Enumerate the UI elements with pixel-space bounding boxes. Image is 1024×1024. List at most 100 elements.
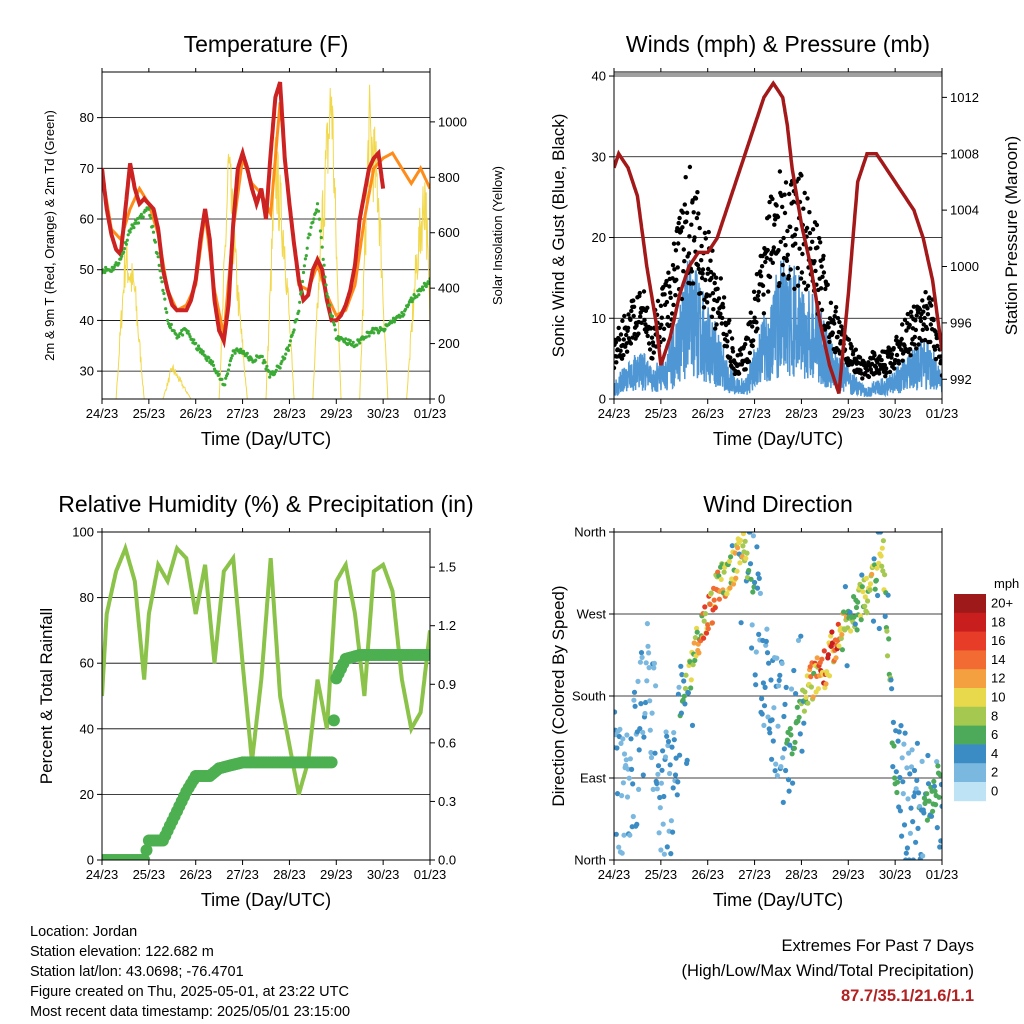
direction-point — [793, 691, 799, 697]
data-layer — [614, 73, 942, 398]
direction-point — [655, 771, 661, 777]
gust-point — [616, 325, 621, 331]
direction-point — [915, 825, 921, 832]
gust-point — [670, 263, 676, 268]
dewpoint-point — [233, 351, 237, 355]
gust-point — [638, 314, 643, 319]
legend-swatch — [954, 688, 986, 708]
x-tick-label: 28/23 — [273, 406, 306, 421]
gust-point — [939, 354, 942, 359]
gust-point — [777, 169, 783, 174]
direction-point — [899, 755, 905, 761]
dewpoint-point — [224, 376, 228, 380]
dewpoint-point — [316, 209, 321, 213]
direction-point — [681, 693, 687, 699]
gust-point — [780, 204, 785, 210]
gust-point — [642, 317, 647, 323]
gust-point — [696, 266, 701, 272]
x-tick-label: 26/23 — [179, 867, 212, 882]
dewpoint-point — [330, 314, 335, 318]
x-tick-label: 29/23 — [320, 867, 353, 882]
location-text: Location: Jordan — [30, 924, 138, 940]
recent-text: Most recent data timestamp: 2025/05/01 2… — [30, 1004, 351, 1020]
gust-point — [682, 202, 687, 207]
legend-label: 18 — [991, 614, 1005, 629]
gust-point — [772, 222, 777, 227]
gust-point — [667, 284, 672, 289]
direction-point — [877, 532, 884, 535]
dewpoint-point — [271, 370, 275, 374]
direction-point — [783, 767, 789, 774]
direction-point — [773, 761, 779, 767]
direction-point — [855, 599, 861, 605]
gust-point — [825, 282, 830, 287]
direction-point — [620, 780, 627, 786]
direction-point — [910, 857, 916, 860]
gust-point — [917, 307, 923, 312]
data-layer — [614, 532, 942, 860]
gust-point — [904, 328, 909, 333]
direction-point — [930, 808, 936, 814]
y-tick-label: 20 — [592, 230, 606, 245]
y-tick-label: 80 — [80, 110, 94, 125]
direction-point — [670, 785, 676, 791]
direction-point — [620, 736, 626, 742]
gust-point — [891, 346, 896, 351]
dewpoint-point — [254, 358, 258, 362]
precip-point — [140, 844, 153, 857]
gust-point — [933, 356, 939, 362]
dewpoint-point — [415, 295, 419, 299]
direction-point — [764, 626, 770, 632]
gust-point — [833, 309, 838, 314]
gust-point — [896, 361, 902, 366]
dewpoint-point — [159, 276, 163, 280]
direction-point — [799, 748, 805, 754]
gust-point — [785, 228, 790, 234]
gust-point — [756, 298, 761, 303]
direction-point — [733, 575, 739, 581]
x-tick-label: 01/23 — [926, 406, 959, 421]
x-tick-label: 24/23 — [86, 406, 119, 421]
gust-point — [894, 334, 899, 340]
direction-point — [657, 805, 663, 811]
gust-point — [738, 352, 744, 357]
direction-point — [678, 710, 685, 716]
dewpoint-point — [421, 288, 425, 292]
dewpoint-point — [328, 303, 332, 307]
gust-point — [818, 286, 824, 291]
gust-point — [866, 374, 872, 380]
gust-point — [673, 248, 679, 253]
direction-point — [870, 618, 877, 624]
direction-point — [891, 743, 897, 749]
gust-point — [797, 246, 802, 251]
x-tick-label: 25/23 — [645, 406, 678, 421]
chart-title: Wind Direction — [703, 491, 853, 517]
y-tick-label: 40 — [80, 721, 94, 736]
speed-legend: mph 20+ 18 16 14 12 10 8 6 4 2 0 — [954, 576, 1019, 802]
direction-point — [875, 592, 881, 599]
gust-point — [676, 241, 681, 246]
gust-point — [759, 264, 765, 269]
direction-point — [774, 773, 781, 779]
dewpoint-point — [372, 331, 376, 335]
y2-tick-label: 996 — [950, 315, 972, 330]
direction-point — [750, 533, 757, 539]
direction-point — [705, 626, 711, 632]
direction-point — [640, 772, 646, 778]
gust-point — [614, 365, 617, 371]
direction-point — [851, 614, 857, 620]
gust-point — [679, 296, 685, 302]
dewpoint-point — [280, 359, 284, 363]
y-tick-label: 30 — [592, 149, 606, 164]
direction-point — [900, 779, 906, 785]
gust-point — [719, 321, 724, 326]
dewpoint-point — [162, 291, 166, 296]
direction-point — [795, 637, 802, 644]
dewpoint-point — [320, 245, 324, 249]
dewpoint-point — [317, 217, 321, 221]
direction-point — [848, 628, 854, 634]
direction-point — [671, 730, 677, 736]
gust-point — [833, 305, 839, 310]
gust-point — [725, 339, 730, 344]
gust-point — [614, 360, 619, 365]
